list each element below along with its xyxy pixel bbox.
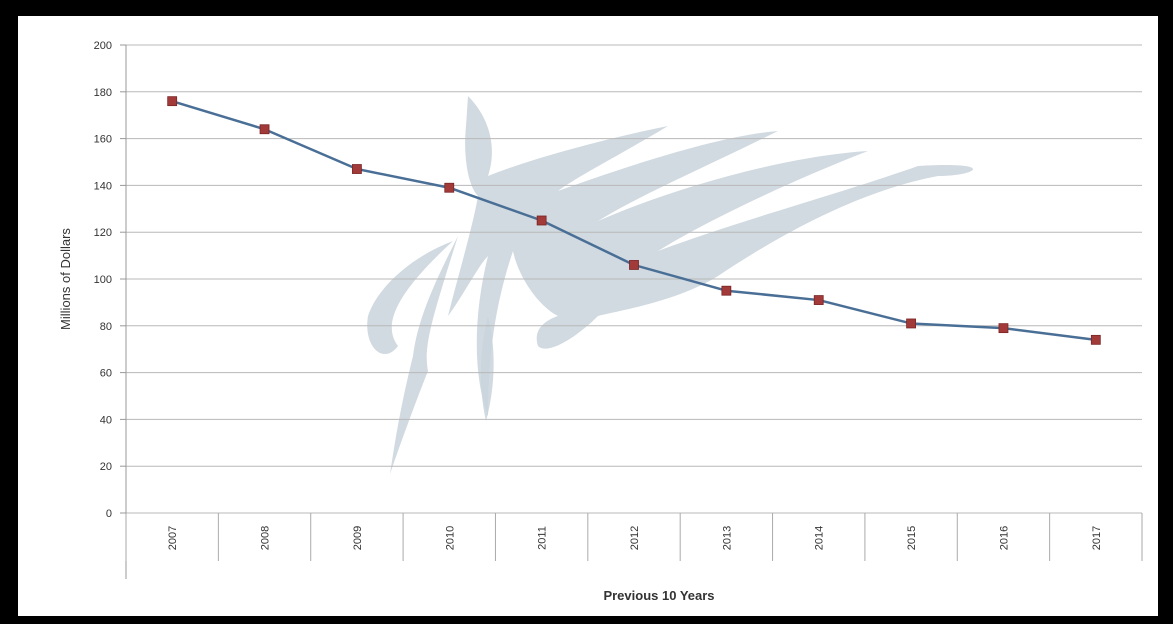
x-axis-title: Previous 10 Years [603,588,714,603]
y-axis-title: Millions of Dollars [58,228,73,330]
x-tick-label: 2014 [814,526,826,550]
data-point-2008 [259,124,270,135]
y-tick-label: 180 [94,87,112,99]
y-tick-label: 200 [94,40,112,52]
data-point-2012 [629,260,639,270]
x-tick-label: 2008 [260,526,272,550]
x-tick-label: 2009 [352,526,364,550]
y-tick-label: 80 [100,321,112,333]
data-point-2016 [998,323,1009,334]
y-tick-label: 140 [94,180,112,192]
x-tick-label: 2017 [1091,526,1103,550]
y-tick-labels: 0 20 40 60 80 100 120 140 160 180 200 [94,40,112,520]
x-tick-label: 2016 [998,526,1010,550]
x-tick-label: 2007 [167,526,179,550]
x-tick-label: 2012 [629,526,641,550]
x-tick-label: 2013 [721,526,733,550]
data-point-2009 [352,164,362,174]
chart-panel: 0 20 40 60 80 100 120 140 160 180 200 2007 2008 2009… [18,16,1158,616]
y-tick-label: 40 [100,414,112,426]
y-tick-label: 60 [100,368,112,380]
series [167,96,1101,345]
y-tick-label: 100 [94,274,112,286]
data-point-2010 [444,182,455,193]
y-tick-label: 0 [106,508,112,520]
y-tick-label: 160 [94,134,112,146]
x-tick-labels: 2007 2008 2009 2010 2011 2012 2013 2014 2015 2016… [167,526,1103,550]
data-point-2007 [167,96,178,107]
data-point-2015 [906,318,916,329]
y-tick-label: 20 [100,461,112,473]
gridlines [126,44,1142,514]
x-tick-label: 2011 [537,526,549,550]
data-point-2014 [813,295,824,305]
horse-head-watermark-icon [367,96,973,474]
axes [120,44,1143,579]
x-tick-label: 2015 [906,526,918,550]
y-tick-label: 120 [94,227,112,239]
line-chart: 0 20 40 60 80 100 120 140 160 180 200 2007 2008 2009… [58,40,1143,603]
data-point-2011 [536,215,547,226]
data-point-2013 [721,285,732,296]
data-point-2017 [1090,334,1101,345]
x-tick-label: 2010 [444,526,456,550]
